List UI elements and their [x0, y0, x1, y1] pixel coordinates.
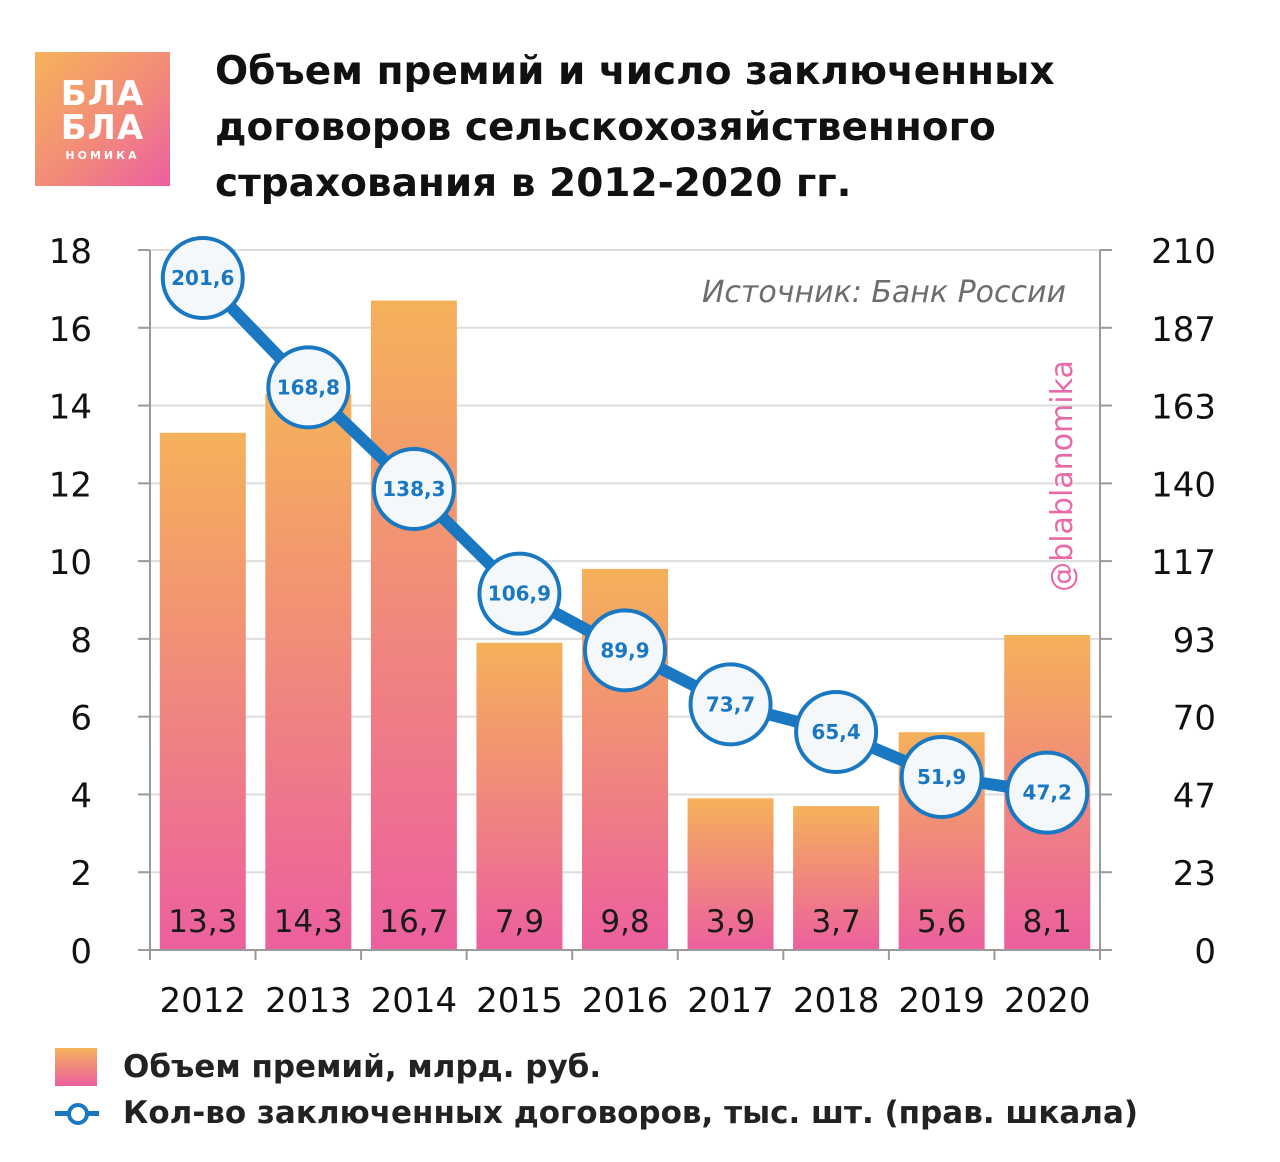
left-axis-tick-label: 16: [49, 310, 92, 350]
x-axis-tick-label: 2020: [1004, 981, 1091, 1021]
watermark: @blablanomika: [1045, 360, 1080, 592]
source-note: Источник: Банк России: [702, 275, 1066, 310]
bar-value-label: 16,7: [379, 904, 448, 940]
x-axis-tick-label: 2015: [476, 981, 563, 1021]
right-axis-tick-label: 47: [1173, 776, 1216, 816]
line-point-label: 47,2: [1023, 781, 1072, 805]
bar-value-label: 3,7: [811, 904, 860, 940]
chart-title: Объем премий и число заключенных договор…: [215, 44, 1215, 212]
title-line-3: страхования в 2012-2020 гг.: [215, 161, 852, 206]
title-line-1: Объем премий и число заключенных: [215, 49, 1055, 94]
legend-bar-swatch: [55, 1048, 97, 1086]
bar-2015: [476, 642, 563, 950]
bar-value-label: 5,6: [917, 904, 966, 940]
left-axis-tick-label: 2: [70, 854, 92, 894]
line-point-2015: [477, 551, 562, 636]
line-point-label: 201,6: [171, 266, 234, 290]
bar-value-label: 14,3: [274, 904, 343, 940]
line-point-label: 168,8: [277, 375, 340, 399]
bar-value-label: 13,3: [168, 904, 237, 940]
line-point-2017: [688, 662, 773, 747]
right-axis-tick-label: 0: [1194, 932, 1216, 972]
right-axis-tick-label: 70: [1173, 699, 1216, 739]
x-axis-tick-label: 2013: [265, 981, 352, 1021]
combo-chart: 0 2 4 6 8 10 12 14 16 18 0 23 47 70 93 117 140 163 187 210 2…: [49, 232, 1216, 1021]
line-point-2016: [583, 608, 667, 693]
line-point-2020: [1005, 750, 1090, 835]
logo-line-2: БЛА: [60, 107, 145, 148]
x-axis-tick-label: 2016: [582, 981, 669, 1021]
bar-2017: [687, 798, 774, 950]
legend-label-contracts: Кол-во заключенных договоров, тыс. шт. (…: [123, 1095, 1139, 1131]
bar-2013: [265, 393, 352, 950]
line-point-label: 138,3: [382, 477, 445, 501]
legend-item-premiums: Объем премий, млрд. руб.: [55, 1042, 601, 1092]
bar-value-label: 8,1: [1023, 904, 1072, 940]
bar-2014: [370, 300, 457, 950]
legend-line-marker-icon: [55, 1093, 99, 1133]
right-axis-tick-label: 210: [1151, 232, 1216, 272]
x-axis-tick-label: 2014: [371, 981, 458, 1021]
left-axis-tick-label: 18: [49, 232, 92, 272]
logo-line-3: НОМИКА: [65, 148, 140, 162]
left-axis-tick-label: 6: [70, 699, 92, 739]
right-axis-tick-label: 140: [1151, 465, 1216, 505]
bar-value-label: 3,9: [706, 904, 755, 940]
axes: 0 2 4 6 8 10 12 14 16 18 0 23 47 70 93 117 140 163 187 210 2…: [49, 232, 1216, 1021]
line-point-2018: [794, 690, 879, 774]
bar-2018: [793, 806, 880, 950]
right-axis-tick-label: 163: [1151, 388, 1216, 428]
line-point-2012: [160, 236, 245, 320]
legend-item-contracts: Кол-во заключенных договоров, тыс. шт. (…: [55, 1088, 1138, 1138]
line-point-label: 106,9: [488, 582, 551, 606]
line-point-2013: [266, 345, 351, 430]
line-point-label: 51,9: [917, 765, 966, 789]
line-point-label: 89,9: [600, 638, 649, 662]
line-point-label: 65,4: [811, 720, 860, 744]
bar-value-label: 7,9: [495, 904, 544, 940]
contracts-line: 201,6 168,8 138,3 106,9 89,9 73,7 65,4 51,9 47,2: [160, 236, 1090, 835]
right-axis-tick-label: 93: [1173, 621, 1216, 661]
line-point-2014: [371, 447, 456, 531]
left-axis-tick-label: 10: [49, 543, 92, 583]
left-axis-tick-label: 0: [70, 932, 92, 972]
x-axis-tick-label: 2019: [898, 981, 985, 1021]
right-axis-tick-label: 187: [1151, 310, 1216, 350]
right-axis-tick-label: 117: [1151, 543, 1216, 583]
x-axis-tick-label: 2012: [160, 981, 247, 1021]
line-point-label: 73,7: [706, 692, 755, 716]
legend-label-premiums: Объем премий, млрд. руб.: [123, 1049, 602, 1085]
logo-line-1: БЛА: [60, 73, 145, 114]
bar-2012: [159, 432, 246, 950]
bar-value-label: 9,8: [600, 904, 649, 940]
left-axis-tick-label: 8: [70, 621, 92, 661]
x-axis-tick-label: 2017: [687, 981, 774, 1021]
x-axis-tick-label: 2018: [793, 981, 880, 1021]
right-axis-tick-label: 23: [1173, 854, 1216, 894]
left-axis-tick-label: 4: [70, 776, 92, 816]
line-point-2019: [899, 735, 984, 819]
left-axis-tick-label: 14: [49, 388, 92, 428]
brand-logo: БЛА БЛА НОМИКА: [35, 52, 170, 186]
left-axis-tick-label: 12: [49, 465, 92, 505]
title-line-2: договоров сельскохозяйственного: [215, 105, 996, 150]
bar-value-labels: 13,3 14,3 16,7 7,9 9,8 3,9 3,7 5,6 8,1: [168, 904, 1072, 940]
